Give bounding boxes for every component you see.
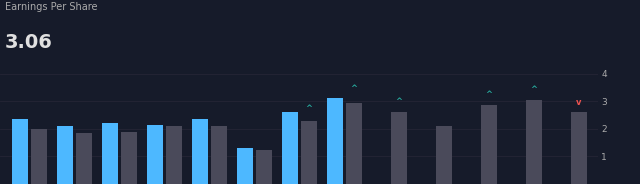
Text: ^: ^: [485, 90, 492, 99]
Bar: [147, 125, 163, 184]
Bar: [326, 98, 343, 184]
Text: ^: ^: [350, 84, 357, 93]
Text: 3.06: 3.06: [5, 33, 53, 52]
Bar: [76, 133, 92, 184]
Bar: [390, 112, 407, 184]
Bar: [12, 119, 28, 184]
Bar: [211, 126, 227, 184]
Bar: [237, 148, 253, 184]
Bar: [102, 123, 118, 184]
Bar: [346, 103, 362, 184]
Bar: [57, 126, 73, 184]
Bar: [166, 126, 182, 184]
Bar: [282, 112, 298, 184]
Bar: [191, 119, 208, 184]
Text: ^: ^: [305, 104, 312, 113]
Text: ^: ^: [530, 85, 537, 94]
Bar: [255, 149, 272, 184]
Text: ^: ^: [395, 97, 402, 106]
Text: Earnings Per Share: Earnings Per Share: [5, 2, 98, 12]
Bar: [31, 129, 47, 184]
Bar: [120, 132, 137, 184]
Bar: [525, 100, 541, 184]
Text: v: v: [576, 98, 581, 107]
Bar: [436, 126, 452, 184]
Bar: [301, 121, 317, 184]
Bar: [570, 112, 587, 184]
Bar: [481, 105, 497, 184]
